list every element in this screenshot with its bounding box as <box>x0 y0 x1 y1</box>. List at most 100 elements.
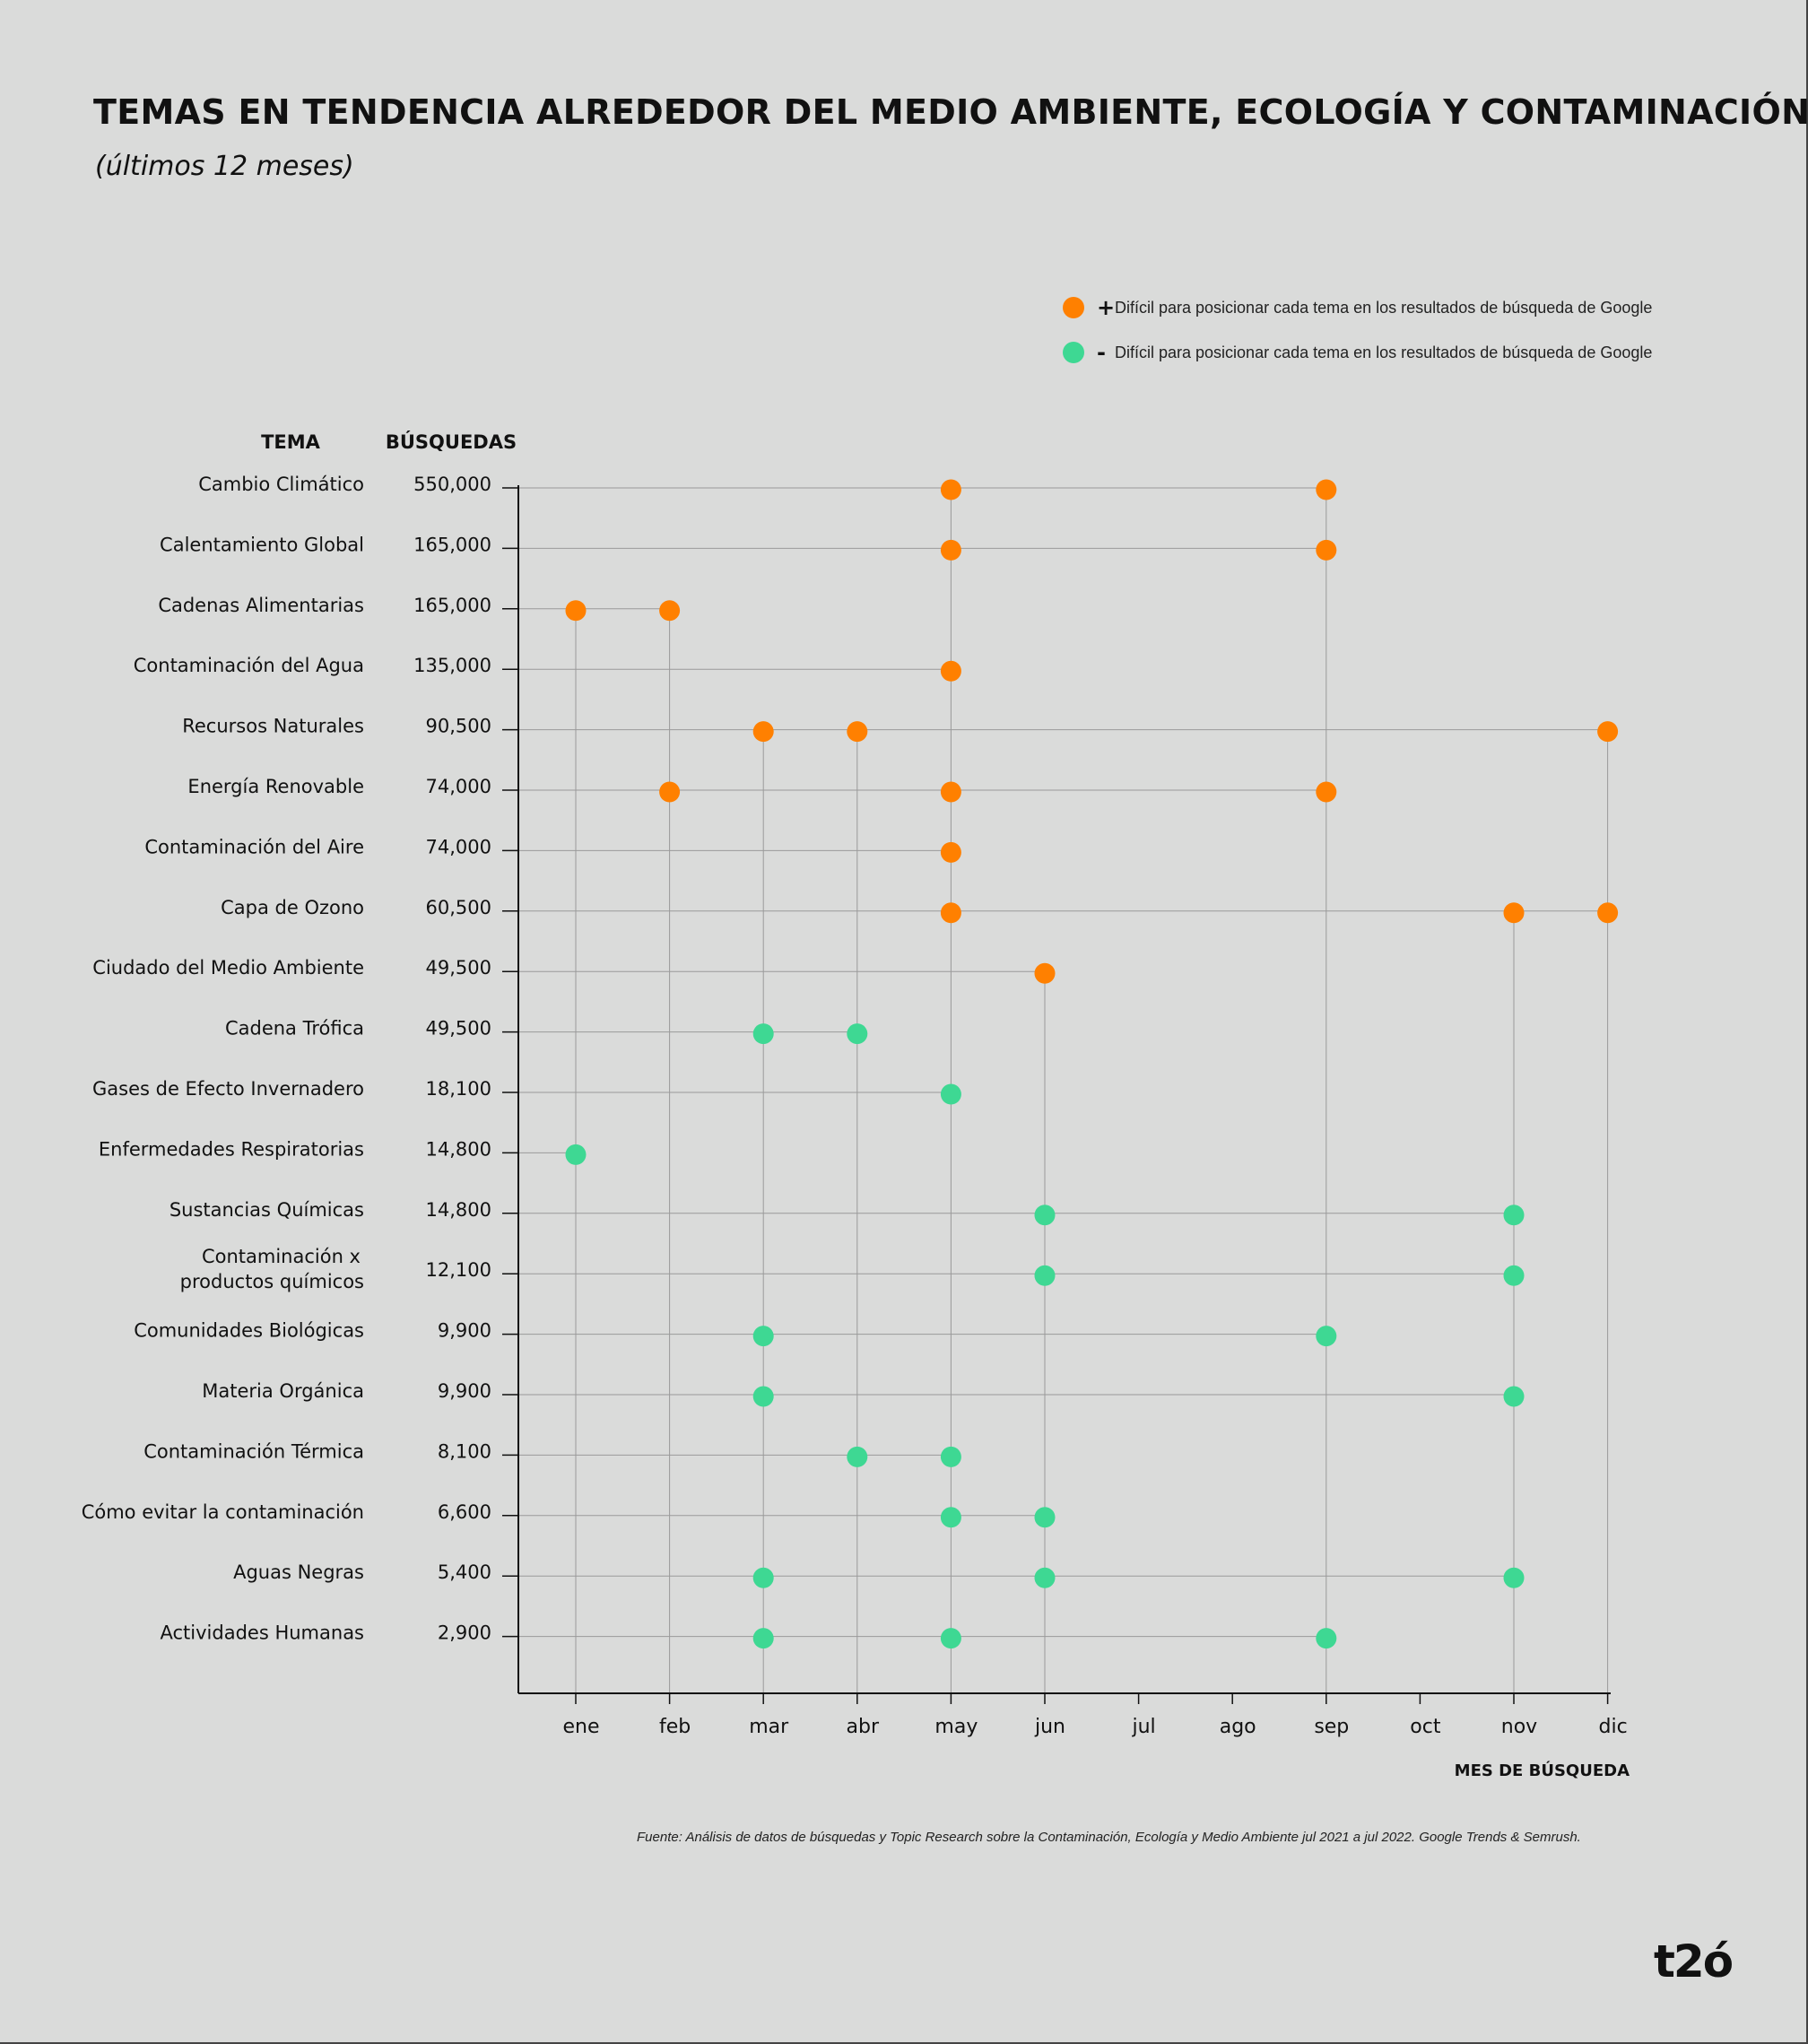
data-point <box>1316 1326 1337 1347</box>
searches-label: 49,500 <box>426 957 491 979</box>
topic-label: Gases de Efecto Invernadero <box>92 1078 364 1100</box>
searches-label: 135,000 <box>413 655 491 676</box>
searches-label: 14,800 <box>426 1138 491 1160</box>
data-point <box>1034 1567 1056 1588</box>
data-point <box>1316 781 1337 803</box>
legend-sign-plus: + <box>1097 295 1116 320</box>
searches-label: 5,400 <box>438 1561 491 1583</box>
x-axis-title: MES DE BÚSQUEDA <box>1455 1761 1630 1780</box>
searches-column-header: BÚSQUEDAS <box>386 431 517 453</box>
x-tick-label: sep <box>1314 1716 1349 1738</box>
x-tick-label: feb <box>659 1716 691 1738</box>
topic-label: Aguas Negras <box>233 1561 364 1583</box>
data-point <box>940 1083 961 1105</box>
data-point <box>659 781 681 803</box>
data-point <box>940 660 961 682</box>
data-point <box>940 1628 961 1649</box>
axes: ene feb mar abr may jun jul ago sep oct nov dic <box>502 485 1628 1738</box>
topic-label: Capa de Ozono <box>221 897 364 918</box>
gridlines <box>502 487 1609 1693</box>
topic-label: Materia Orgánica <box>202 1380 364 1402</box>
x-tick-label: oct <box>1410 1716 1441 1738</box>
data-point <box>1503 1205 1525 1226</box>
topic-label: Comunidades Biológicas <box>134 1320 364 1342</box>
topic-label: Recursos Naturales <box>182 716 364 737</box>
legend-dot-high <box>1063 297 1084 318</box>
data-point <box>1597 721 1619 743</box>
searches-label: 60,500 <box>426 897 491 918</box>
topic-label: Calentamiento Global <box>160 534 364 555</box>
topic-label: Contaminación Térmica <box>143 1440 364 1462</box>
topic-label: Contaminación del Aire <box>144 836 364 857</box>
searches-label: 74,000 <box>426 836 491 857</box>
data-point <box>1034 1507 1056 1528</box>
topic-label: productos químicos <box>180 1271 364 1292</box>
searches-label: 9,900 <box>438 1320 491 1342</box>
legend-item-high: + Difícil para posicionar cada tema en l… <box>1063 285 1652 330</box>
data-point <box>1034 962 1056 984</box>
legend-label-low: Difícil para posicionar cada tema en los… <box>1115 343 1653 361</box>
data-point <box>1503 1567 1525 1588</box>
data-point <box>752 1628 774 1649</box>
x-tick-label: abr <box>847 1716 880 1738</box>
page-title: TEMAS EN TENDENCIA ALREDEDOR DEL MEDIO A… <box>93 92 1808 132</box>
searches-label: 550,000 <box>413 474 491 495</box>
topic-label: Contaminación del Agua <box>134 655 364 676</box>
data-point <box>940 479 961 500</box>
data-point <box>1034 1265 1056 1286</box>
data-point <box>1503 902 1525 924</box>
data-point <box>565 600 587 622</box>
data-point <box>1316 539 1337 561</box>
legend: + Difícil para posicionar cada tema en l… <box>1063 285 1652 375</box>
data-point <box>847 1446 868 1467</box>
data-point <box>659 600 681 622</box>
searches-label: 14,800 <box>426 1199 491 1221</box>
data-point <box>752 721 774 743</box>
x-tick-label: jun <box>1034 1716 1065 1738</box>
searches-label: 9,900 <box>438 1380 491 1402</box>
legend-item-low: - Difícil para posicionar cada tema en l… <box>1063 330 1652 375</box>
data-point <box>940 539 961 561</box>
searches-label: 165,000 <box>413 534 491 555</box>
data-point <box>940 1507 961 1528</box>
searches-label: 49,500 <box>426 1018 491 1039</box>
brand-logo: t2ó <box>1654 1935 1734 1987</box>
data-point <box>940 902 961 924</box>
legend-sign-minus: - <box>1097 340 1106 365</box>
data-point <box>1503 1386 1525 1407</box>
data-point <box>1316 479 1337 500</box>
x-tick-label: nov <box>1501 1716 1537 1738</box>
topic-label: Cómo evitar la contaminación <box>82 1501 364 1523</box>
x-tick-label: ene <box>562 1716 599 1738</box>
source-note: Fuente: Análisis de datos de búsquedas y… <box>637 1830 1581 1845</box>
data-point <box>847 721 868 743</box>
data-points <box>565 479 1619 1649</box>
data-point <box>565 1144 587 1165</box>
data-point <box>752 1326 774 1347</box>
x-tick-label: dic <box>1599 1716 1628 1738</box>
data-point <box>752 1023 774 1045</box>
searches-label: 165,000 <box>413 595 491 616</box>
topic-label: Cambio Climático <box>198 474 364 495</box>
x-tick-label: mar <box>749 1716 789 1738</box>
x-tick-label: ago <box>1220 1716 1256 1738</box>
topic-label: Energía Renovable <box>187 776 364 797</box>
data-point <box>847 1023 868 1045</box>
topic-label: Cadena Trófica <box>225 1018 364 1039</box>
data-point <box>940 1446 961 1467</box>
topic-label: Enfermedades Respiratorias <box>99 1138 364 1160</box>
data-point <box>940 841 961 863</box>
data-point <box>1597 902 1619 924</box>
data-point <box>1503 1265 1525 1286</box>
legend-dot-low <box>1063 342 1084 363</box>
data-point <box>1034 1205 1056 1226</box>
topic-label: Ciudado del Medio Ambiente <box>92 957 364 979</box>
data-point <box>1316 1628 1337 1649</box>
searches-label: 8,100 <box>438 1440 491 1462</box>
searches-label: 12,100 <box>426 1259 491 1281</box>
searches-label: 6,600 <box>438 1501 491 1523</box>
data-point <box>752 1567 774 1588</box>
data-point <box>752 1386 774 1407</box>
